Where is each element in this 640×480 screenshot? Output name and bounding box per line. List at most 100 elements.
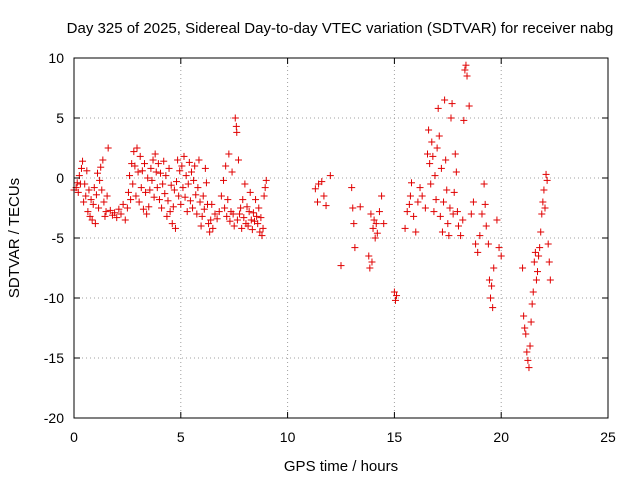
data-point bbox=[143, 210, 151, 218]
data-point bbox=[541, 204, 549, 212]
data-point bbox=[151, 150, 159, 158]
data-point bbox=[412, 228, 420, 236]
data-point bbox=[454, 222, 462, 230]
data-point bbox=[191, 162, 199, 170]
data-point bbox=[211, 210, 219, 218]
data-point bbox=[370, 216, 378, 224]
data-point bbox=[74, 188, 82, 196]
data-point bbox=[77, 164, 85, 172]
data-point bbox=[241, 180, 249, 188]
data-point bbox=[441, 96, 449, 104]
data-point bbox=[200, 205, 208, 213]
data-point bbox=[393, 292, 401, 300]
data-point bbox=[170, 186, 178, 194]
x-tick-label: 20 bbox=[493, 429, 509, 445]
data-point bbox=[213, 215, 221, 223]
data-point bbox=[450, 188, 458, 196]
x-tick-label: 15 bbox=[387, 429, 403, 445]
data-point bbox=[493, 216, 501, 224]
data-point bbox=[233, 216, 241, 224]
data-point bbox=[173, 178, 181, 186]
data-point bbox=[433, 144, 441, 152]
data-point bbox=[142, 188, 150, 196]
data-point bbox=[440, 198, 448, 206]
data-point bbox=[482, 222, 490, 230]
data-point bbox=[193, 210, 201, 218]
data-point bbox=[149, 156, 157, 164]
data-point bbox=[484, 240, 492, 248]
data-point bbox=[488, 282, 496, 290]
data-point bbox=[197, 222, 205, 230]
data-point bbox=[230, 222, 238, 230]
data-point bbox=[540, 186, 548, 194]
x-tick-label: 0 bbox=[70, 429, 78, 445]
data-point bbox=[255, 204, 263, 212]
data-point bbox=[146, 186, 154, 194]
data-point bbox=[84, 208, 92, 216]
data-point bbox=[106, 206, 114, 214]
data-point bbox=[82, 192, 90, 200]
data-point bbox=[476, 232, 484, 240]
data-point bbox=[421, 204, 429, 212]
data-point bbox=[117, 210, 125, 218]
data-point bbox=[159, 180, 167, 188]
data-point bbox=[165, 164, 173, 172]
data-point bbox=[163, 212, 171, 220]
data-point bbox=[320, 192, 328, 200]
data-point bbox=[199, 192, 207, 200]
data-point bbox=[93, 169, 101, 177]
data-point bbox=[528, 300, 536, 308]
data-point bbox=[462, 61, 470, 69]
data-point bbox=[115, 205, 123, 213]
data-point bbox=[246, 188, 254, 196]
data-point bbox=[311, 185, 319, 193]
data-point bbox=[201, 164, 209, 172]
data-point bbox=[356, 203, 364, 211]
data-point bbox=[177, 200, 185, 208]
y-tick-label: 0 bbox=[56, 170, 64, 186]
data-point bbox=[536, 244, 544, 252]
data-point bbox=[98, 186, 106, 194]
data-point bbox=[435, 132, 443, 140]
data-point bbox=[248, 226, 256, 234]
data-point bbox=[182, 172, 190, 180]
data-point bbox=[369, 224, 377, 232]
data-point bbox=[224, 196, 232, 204]
data-point bbox=[123, 204, 131, 212]
data-point bbox=[179, 184, 187, 192]
data-point bbox=[189, 204, 197, 212]
data-point bbox=[217, 192, 225, 200]
data-point bbox=[150, 193, 158, 201]
data-point bbox=[124, 188, 132, 196]
data-point bbox=[436, 212, 444, 220]
data-point bbox=[181, 193, 189, 201]
data-point bbox=[229, 210, 237, 218]
grid-lines bbox=[74, 58, 608, 418]
data-point bbox=[442, 156, 450, 164]
data-point bbox=[453, 208, 461, 216]
data-point bbox=[527, 318, 535, 326]
x-tick-label: 25 bbox=[600, 429, 616, 445]
data-point bbox=[431, 172, 439, 180]
data-point bbox=[243, 203, 251, 211]
data-point bbox=[126, 172, 134, 180]
data-point bbox=[176, 167, 184, 175]
y-tick-label: -20 bbox=[44, 410, 64, 426]
data-point bbox=[530, 258, 538, 266]
data-point bbox=[535, 252, 543, 260]
data-point bbox=[132, 192, 140, 200]
data-point bbox=[485, 276, 493, 284]
data-point bbox=[526, 342, 534, 350]
data-point bbox=[148, 176, 156, 184]
data-point bbox=[134, 168, 142, 176]
y-tick-label: -5 bbox=[52, 230, 65, 246]
data-point bbox=[158, 204, 166, 212]
data-point bbox=[401, 224, 409, 232]
data-point bbox=[236, 210, 244, 218]
data-point bbox=[430, 208, 438, 216]
data-point bbox=[231, 114, 239, 122]
data-point bbox=[258, 232, 266, 240]
data-point bbox=[119, 200, 127, 208]
data-point bbox=[88, 216, 96, 224]
data-point bbox=[205, 220, 213, 228]
